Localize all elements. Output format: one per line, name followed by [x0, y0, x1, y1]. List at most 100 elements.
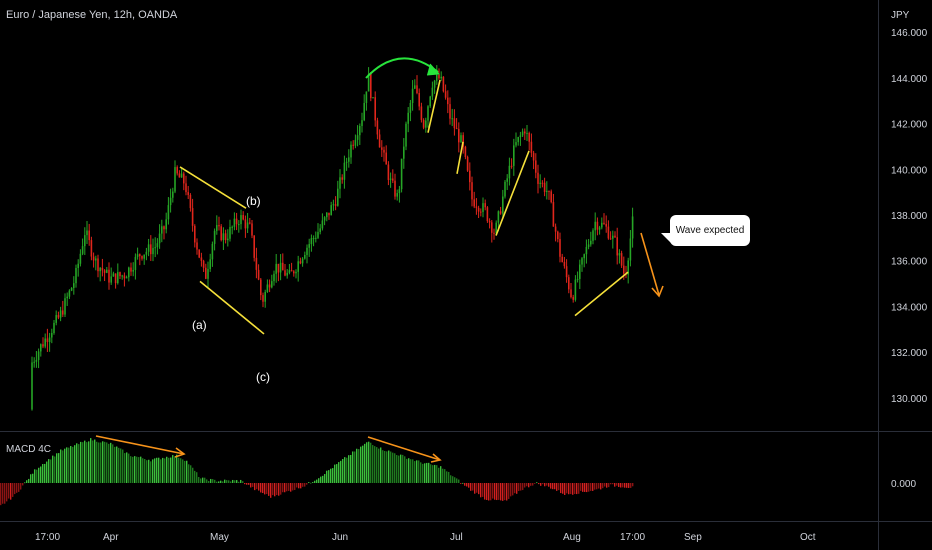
candle-body: [147, 244, 150, 252]
macd-bar: [134, 456, 136, 483]
candle-body: [40, 344, 42, 352]
candle-body: [174, 167, 176, 192]
candle-body: [301, 258, 304, 264]
macd-bar: [448, 471, 450, 483]
candle-body: [119, 272, 121, 277]
candle-body: [539, 182, 541, 184]
candle-body: [372, 97, 374, 99]
macd-bar: [140, 456, 142, 483]
macd-bar: [322, 475, 324, 483]
macd-bar: [68, 447, 70, 483]
macd-bar: [350, 454, 352, 483]
macd-bar: [486, 483, 488, 500]
macd-bar: [112, 444, 114, 483]
macd-bar: [272, 483, 274, 496]
macd-bar: [468, 483, 470, 488]
candle-body: [202, 260, 205, 268]
macd-bar: [500, 483, 502, 501]
candle-body: [517, 137, 519, 143]
macd-bar: [622, 483, 624, 488]
macd-bar: [434, 464, 436, 483]
macd-bar: [586, 483, 588, 493]
macd-bar: [528, 483, 530, 488]
candle-body: [55, 315, 57, 323]
candle-body: [568, 277, 570, 290]
macd-bar: [268, 483, 270, 496]
macd-bar: [506, 483, 508, 501]
macd-bar: [438, 467, 440, 483]
macd-bar: [120, 448, 122, 483]
candle-body: [356, 135, 359, 140]
candle-body: [565, 266, 568, 278]
candle-body: [266, 284, 269, 292]
macd-bar: [20, 483, 22, 490]
macd-bar: [8, 483, 10, 499]
macd-bar: [228, 480, 230, 483]
macd-bar: [128, 453, 130, 483]
macd-bar: [318, 478, 320, 483]
candle-body: [81, 246, 84, 254]
macd-bar: [420, 462, 422, 483]
candle-body: [359, 125, 361, 136]
candle-body: [152, 247, 154, 255]
candle-body: [427, 106, 429, 121]
macd-bar: [504, 483, 506, 501]
macd-bar: [392, 452, 394, 483]
candle-body: [601, 222, 603, 228]
candle-body: [596, 221, 599, 230]
macd-bar: [362, 445, 364, 483]
candle-body: [293, 271, 295, 274]
macd-bar: [76, 443, 78, 483]
candle-body: [279, 262, 282, 273]
candle-body: [207, 269, 209, 279]
candle-body: [620, 253, 623, 266]
candle-body: [469, 170, 471, 183]
macd-bar: [374, 446, 376, 483]
candle-body: [35, 360, 38, 362]
wave-expected-callout[interactable]: Wave expected: [661, 215, 750, 246]
candle-body: [132, 269, 134, 272]
macd-bar: [56, 453, 58, 483]
time-tick-label: May: [210, 532, 229, 543]
drawing-overlays: [95, 57, 664, 463]
candle-body: [187, 192, 189, 195]
candle-body: [264, 291, 266, 302]
macd-bar: [342, 458, 344, 483]
candle-body: [310, 238, 313, 245]
macd-bar: [444, 469, 446, 483]
candle-body: [108, 269, 110, 283]
candle-body: [167, 205, 170, 220]
macd-bar: [422, 463, 424, 483]
macd-bar: [244, 483, 246, 485]
macd-bar: [476, 483, 478, 493]
macd-bar: [382, 450, 384, 483]
macd-bar: [250, 483, 252, 488]
candle-body: [546, 190, 548, 192]
macd-bar: [462, 482, 464, 484]
macd-bar: [146, 460, 148, 483]
macd-bar: [388, 450, 390, 483]
macd-bar: [368, 441, 370, 483]
candle-body: [535, 160, 537, 173]
candle-body: [183, 173, 185, 184]
price-tick-label: 136.000: [891, 257, 928, 268]
candle-body: [306, 247, 308, 255]
candle-body: [233, 218, 236, 227]
macd-bar: [516, 483, 518, 494]
macd-bar: [328, 470, 330, 483]
candle-body: [328, 212, 330, 216]
candle-body: [378, 134, 381, 148]
candle-body: [136, 254, 139, 257]
candle-body: [262, 295, 264, 302]
candle-body: [277, 263, 280, 273]
candle-body: [398, 189, 401, 194]
candle-body: [161, 226, 163, 234]
candle-body: [449, 104, 451, 119]
macd-bar: [338, 462, 340, 483]
candle-body: [581, 258, 583, 265]
macd-bar: [156, 457, 158, 483]
macd-bar: [72, 446, 74, 483]
candle-body: [440, 76, 442, 79]
candle-body: [154, 247, 156, 249]
macd-bar: [234, 480, 236, 483]
